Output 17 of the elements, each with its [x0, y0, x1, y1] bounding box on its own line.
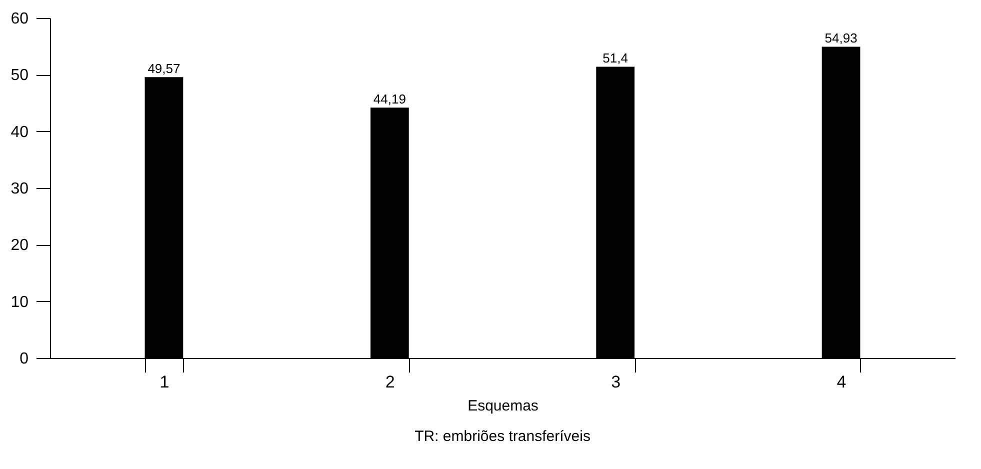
data-label: 44,19 [373, 92, 406, 107]
x-tick-label: 4 [836, 372, 846, 392]
data-label: 51,4 [602, 50, 628, 66]
y-tick-label: 50 [10, 67, 29, 84]
data-label: 49,57 [148, 61, 180, 76]
y-tick-label: 40 [10, 124, 29, 141]
x-axis-title: Esquemas [468, 398, 538, 414]
y-tick-label: 30 [10, 180, 29, 198]
x-tick-label: 1 [160, 372, 170, 392]
y-tick-label: 0 [20, 350, 29, 368]
y-tick-label: 10 [10, 294, 29, 311]
x-tick-label: 2 [385, 372, 395, 392]
y-tick-label: 60 [10, 10, 29, 28]
x-tick-label: 3 [611, 372, 621, 392]
data-label: 54,93 [824, 30, 858, 46]
y-tick-label: 20 [10, 237, 29, 254]
text: TR: embriões transferíveis [414, 428, 590, 445]
